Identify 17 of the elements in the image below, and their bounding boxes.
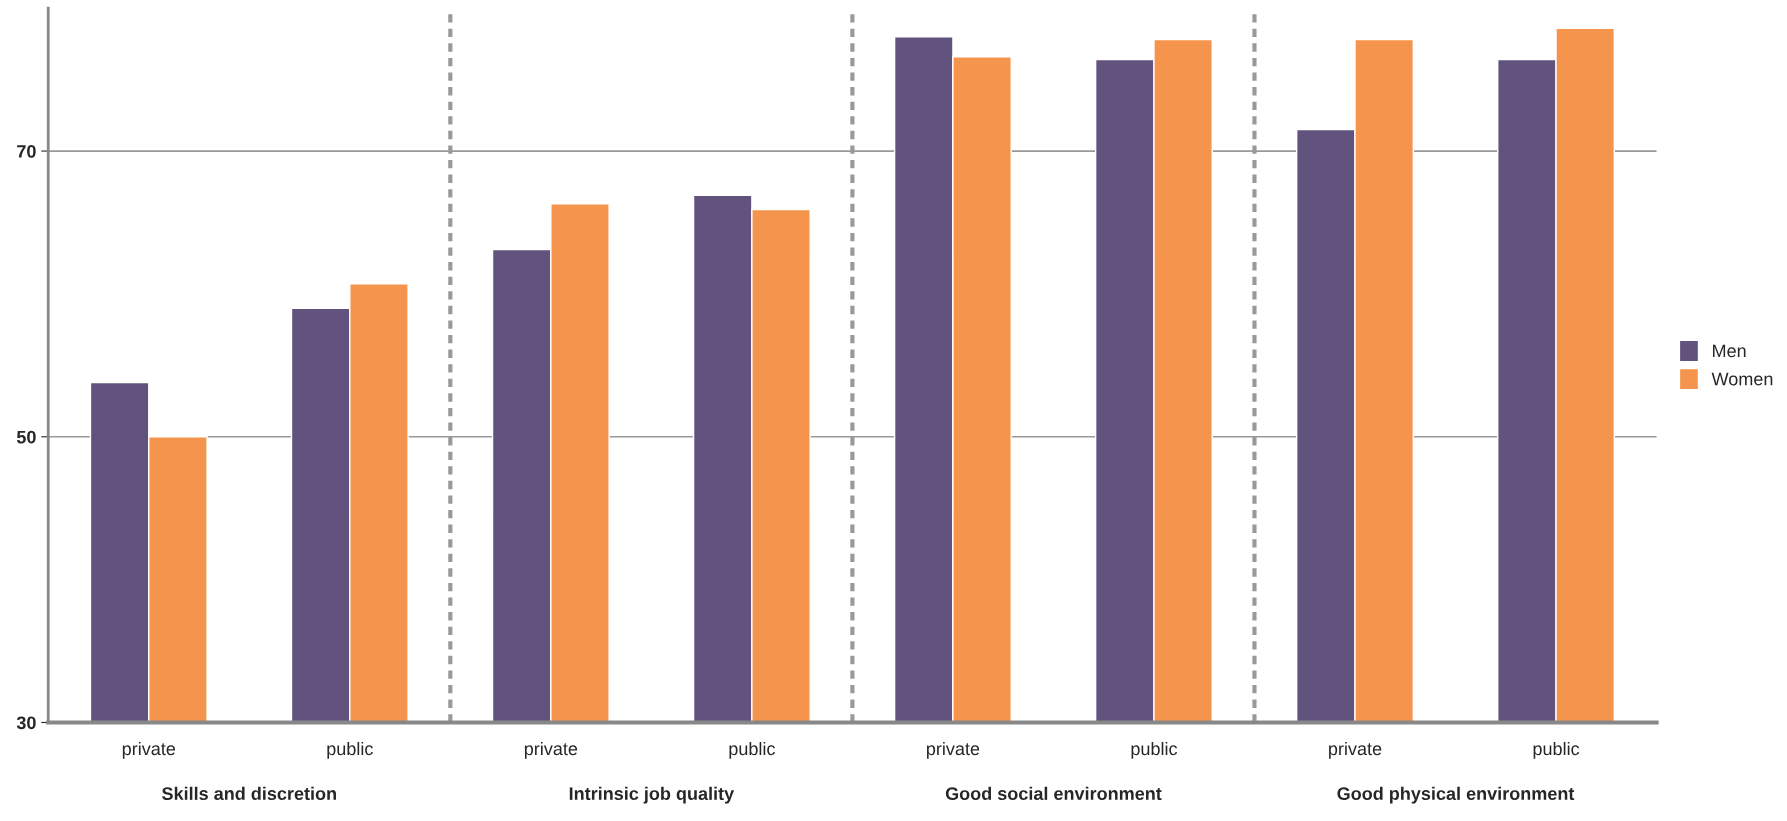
y-tick-label: 70 xyxy=(17,145,36,158)
legend-label: Men xyxy=(1713,344,1746,358)
x-tick-label: public xyxy=(729,741,775,759)
text: Skills and discretion xyxy=(162,786,336,801)
y-tick-label: 30 xyxy=(16,716,36,730)
y-tick-label: 50 xyxy=(16,430,36,444)
text: Good physical environment xyxy=(1337,786,1575,804)
x-tick-label: private xyxy=(926,741,980,759)
x-tick-label: public xyxy=(1131,741,1178,759)
text: Good social environment xyxy=(945,786,1162,801)
x-tick-label: public xyxy=(327,741,373,759)
x-tick-label: private xyxy=(1329,741,1382,759)
text: Intrinsic job quality xyxy=(569,786,735,804)
x-tick-label: private xyxy=(524,741,578,759)
legend-label: Women xyxy=(1711,372,1773,386)
x-tick-label: private xyxy=(122,741,176,759)
x-tick-label: public xyxy=(1533,741,1580,759)
